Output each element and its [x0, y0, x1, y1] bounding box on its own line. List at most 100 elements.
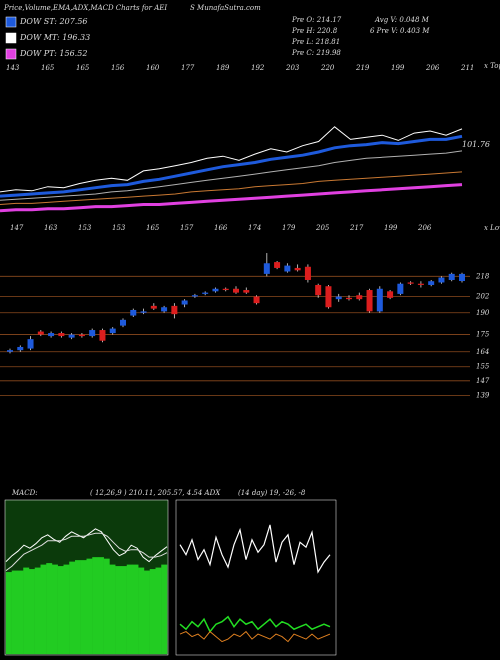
y-tick-label: 190 [476, 309, 490, 317]
macd-bar [57, 566, 64, 654]
candle-body [37, 331, 44, 335]
macd-bar [17, 570, 24, 654]
candle-body [366, 290, 373, 312]
macd-bar [11, 570, 18, 654]
spacer [5, 490, 170, 491]
candle-body [181, 300, 188, 305]
line-series [179, 615, 331, 633]
candle-body [171, 305, 178, 315]
candle-body [335, 296, 342, 300]
line-series [0, 126, 463, 193]
candle-body [407, 282, 414, 284]
candle-body [78, 334, 85, 337]
candle-body [202, 292, 209, 294]
bottom-label: 174 [248, 224, 261, 232]
bottom-note: x Lows [484, 224, 500, 232]
candle-body [68, 334, 75, 338]
candle-body [387, 291, 394, 298]
top-label: 220 [320, 64, 335, 72]
candle-body [212, 288, 219, 292]
bottom-label: 147 [10, 224, 24, 232]
macd-bar [86, 558, 93, 654]
top-label: 165 [76, 64, 90, 72]
line-series [0, 183, 463, 213]
bottom-label: 153 [78, 224, 92, 232]
top-label: 203 [285, 64, 300, 72]
macd-bar [63, 564, 70, 654]
macd-bar [138, 567, 145, 654]
line-series [179, 524, 331, 574]
line-series [0, 150, 463, 201]
y-tick-label: 139 [476, 392, 490, 400]
top-label: 165 [41, 64, 55, 72]
y-tick-label: 155 [476, 363, 490, 371]
candle-body [253, 296, 260, 304]
candle-body [89, 330, 96, 337]
candle-body [315, 284, 322, 296]
y-tick-label: 147 [476, 377, 490, 385]
macd-bar [80, 560, 87, 654]
candle-body [346, 297, 352, 300]
legend-swatch [5, 48, 17, 60]
macd-bar [155, 567, 162, 654]
macd-bar [75, 560, 81, 654]
bottom-label: 153 [112, 224, 126, 232]
candle-body [325, 286, 332, 308]
site: S MunafaSutra.com [190, 4, 261, 12]
candle-body [428, 281, 435, 285]
macd-bar [149, 569, 156, 654]
macd-bar [40, 564, 47, 654]
candle-body [48, 333, 55, 337]
candle-body [438, 277, 445, 283]
legend-label: DOW ST: 207.56 [19, 17, 88, 26]
line-series [0, 134, 463, 198]
macd-bar [34, 567, 41, 654]
title: Price,Volume,EMA,ADX,MACD Charts for AEI [3, 4, 167, 12]
candle-body [130, 309, 137, 316]
macd-bar [121, 566, 127, 654]
macd-bar [132, 564, 139, 654]
macd-bar [23, 567, 30, 654]
legend-swatch [5, 32, 17, 44]
info-text: Pre O: 214.17 [291, 16, 342, 24]
bottom-label: 163 [44, 224, 58, 232]
candle-body [304, 266, 311, 280]
candle-body [376, 288, 383, 312]
candle-body [263, 263, 270, 274]
macd-bar [6, 572, 12, 654]
annotation: 101.76 [462, 140, 490, 149]
bottom-label: 199 [384, 224, 398, 232]
macd-bar [92, 557, 99, 654]
top-note: x Tops [484, 62, 500, 70]
macd-bar [115, 566, 122, 654]
candle-body [161, 307, 168, 312]
legend-swatch [5, 16, 17, 28]
top-label: 156 [111, 64, 125, 72]
top-label: 143 [6, 64, 20, 72]
bottom-label: 206 [417, 224, 432, 232]
line-series [179, 630, 331, 643]
bottom-label: 205 [315, 224, 330, 232]
top-label: 160 [146, 64, 160, 72]
candle-body [274, 262, 281, 268]
macd-bar [109, 564, 116, 654]
candle-body [120, 319, 126, 326]
candle-body [243, 290, 250, 293]
info-text: 6 Pre V: 0.403 M [370, 27, 430, 35]
candle-body [356, 295, 363, 300]
candle-body [7, 350, 13, 352]
macd-label: MACD: [11, 489, 38, 497]
candle-body [191, 295, 198, 297]
candle-body [17, 346, 24, 351]
macd-bar [46, 563, 53, 654]
candle-body [397, 283, 404, 294]
top-label: 192 [251, 64, 265, 72]
info-text: Pre C: 219.98 [291, 49, 341, 57]
candle-body [459, 273, 465, 282]
legend-label: DOW PT: 156.52 [19, 49, 87, 58]
bottom-label: 217 [349, 224, 364, 232]
candle-body [417, 283, 424, 285]
macd-bar [98, 557, 104, 654]
macd-bar [52, 564, 58, 654]
